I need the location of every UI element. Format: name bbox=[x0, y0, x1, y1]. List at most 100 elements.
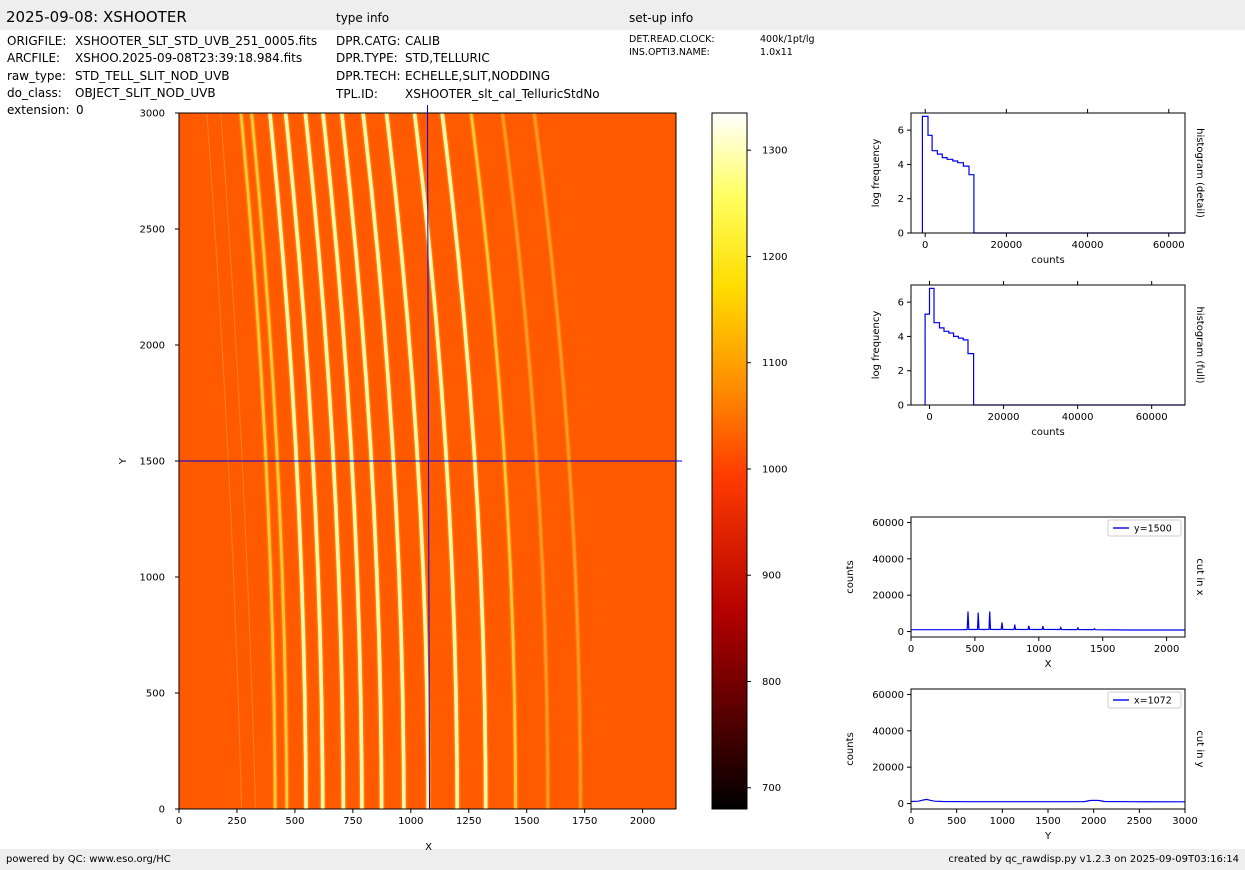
x-tick-label: 2000 bbox=[1081, 816, 1106, 827]
raw-type-key: raw_type: bbox=[7, 69, 66, 83]
y-tick-label: 40000 bbox=[872, 554, 904, 565]
dpr-tech-value: ECHELLE,SLIT,NODDING bbox=[405, 69, 551, 83]
colorbar-tick-label: 700 bbox=[762, 783, 781, 794]
x-axis-label: Y bbox=[1044, 831, 1052, 842]
arcfile-value: XSHOO.2025-09-08T23:39:18.984.fits bbox=[75, 51, 303, 65]
dpr-type-key: DPR.TYPE: bbox=[336, 51, 398, 65]
histogram-full-panel: 0 20000 40000 60000 0 2 4 6 counts log frequency h… bbox=[871, 281, 1205, 438]
page-title: 2025-09-08: XSHOOTER bbox=[6, 8, 187, 26]
x-tick-label: 1250 bbox=[456, 816, 481, 827]
series-line bbox=[910, 798, 1186, 803]
x-tick-label: 40000 bbox=[1072, 240, 1104, 251]
side-label: cut in y bbox=[1194, 730, 1205, 767]
footer-bar bbox=[0, 849, 1245, 870]
tpl-id-key: TPL.ID: bbox=[336, 87, 378, 101]
x-tick-label: 2000 bbox=[1154, 644, 1179, 655]
colorbar-tick-label: 1100 bbox=[762, 358, 787, 369]
origfile-key: ORIGFILE: bbox=[7, 34, 67, 48]
y-tick-label: 500 bbox=[146, 689, 165, 700]
legend-label: x=1072 bbox=[1134, 696, 1172, 707]
x-tick-label: 20000 bbox=[988, 412, 1020, 423]
setup-info-heading: set-up info bbox=[629, 11, 694, 25]
footer-right: created by qc_rawdisp.py v1.2.3 on 2025-… bbox=[948, 854, 1239, 865]
colorbar-tick-label: 800 bbox=[762, 677, 781, 688]
x-tick-label: 500 bbox=[947, 816, 966, 827]
x-tick-label: 1500 bbox=[1090, 644, 1115, 655]
y-axis-label: log frequency bbox=[871, 139, 882, 208]
legend-box bbox=[1107, 519, 1182, 537]
y-tick-label: 20000 bbox=[872, 763, 904, 774]
y-axis-label: counts bbox=[845, 732, 856, 765]
ins-opti3-name-key: INS.OPTI3.NAME: bbox=[629, 47, 710, 58]
series-line bbox=[921, 115, 1185, 234]
footer-left: powered by QC: www.eso.org/HC bbox=[6, 854, 171, 865]
x-axis-label: X bbox=[425, 842, 432, 853]
plot-frame bbox=[910, 688, 1186, 810]
origfile-value: XSHOOTER_SLT_STD_UVB_251_0005.fits bbox=[75, 34, 318, 48]
x-tick-label: 1000 bbox=[1026, 644, 1051, 655]
x-tick-label: 1000 bbox=[398, 816, 423, 827]
do-class-value: OBJECT_SLIT_NOD_UVB bbox=[75, 86, 216, 100]
x-tick-label: 40000 bbox=[1062, 412, 1094, 423]
cut-in-y-panel: 0 500 1000 1500 2000 2500 3000 0 20000 40000 60000… bbox=[845, 688, 1205, 842]
y-axis-label: Y bbox=[118, 457, 129, 465]
dpr-tech-key: DPR.TECH: bbox=[336, 69, 401, 83]
legend-box bbox=[1107, 691, 1182, 709]
tpl-id-value: XSHOOTER_slt_cal_TelluricStdNo bbox=[405, 87, 600, 101]
x-tick-label: 0 bbox=[922, 240, 928, 251]
legend-label: y=1500 bbox=[1134, 524, 1172, 535]
y-tick-label: 1000 bbox=[140, 573, 165, 584]
x-tick-label: 1500 bbox=[1035, 816, 1060, 827]
x-tick-label: 500 bbox=[285, 816, 304, 827]
y-tick-label: 6 bbox=[898, 126, 904, 137]
x-tick-label: 20000 bbox=[990, 240, 1022, 251]
y-tick-label: 4 bbox=[898, 160, 904, 171]
side-label: cut in x bbox=[1194, 558, 1205, 595]
type-info-heading: type info bbox=[336, 11, 390, 25]
colorbar-tick-label: 1200 bbox=[762, 252, 787, 263]
x-axis-label: counts bbox=[1031, 255, 1064, 266]
y-tick-label: 2 bbox=[898, 366, 904, 377]
extension-key: extension: bbox=[7, 103, 70, 117]
x-tick-label: 0 bbox=[926, 412, 932, 423]
y-tick-label: 2500 bbox=[140, 225, 165, 236]
y-tick-label: 0 bbox=[898, 799, 904, 810]
raw-type-value: STD_TELL_SLIT_NOD_UVB bbox=[75, 69, 230, 83]
x-tick-label: 0 bbox=[176, 816, 182, 827]
x-tick-label: 1000 bbox=[990, 816, 1015, 827]
plot-frame bbox=[910, 112, 1186, 234]
colorbar-tick-label: 900 bbox=[762, 571, 781, 582]
image-panel: 0 250 500 750 1000 1250 1500 1750 2000 0 500 1000 15… bbox=[118, 104, 682, 853]
y-tick-label: 1500 bbox=[140, 457, 165, 468]
y-tick-label: 40000 bbox=[872, 726, 904, 737]
x-tick-label: 0 bbox=[908, 644, 914, 655]
x-tick-label: 750 bbox=[343, 816, 362, 827]
y-tick-label: 0 bbox=[898, 229, 904, 240]
x-tick-label: 1750 bbox=[572, 816, 597, 827]
det-read-clock-key: DET.READ.CLOCK: bbox=[629, 34, 715, 45]
y-tick-label: 60000 bbox=[872, 690, 904, 701]
colorbar-gradient bbox=[711, 112, 748, 810]
ins-opti3-name-value: 1.0x11 bbox=[760, 47, 793, 58]
histogram-detail-panel: 0 20000 40000 60000 0 2 4 6 counts log frequency h… bbox=[871, 109, 1205, 266]
colorbar-panel: 700 800 900 1000 1100 1200 1300 bbox=[711, 112, 787, 810]
y-tick-label: 4 bbox=[898, 332, 904, 343]
plot-frame bbox=[910, 284, 1186, 406]
x-tick-label: 500 bbox=[965, 644, 984, 655]
y-tick-label: 0 bbox=[159, 805, 165, 816]
y-tick-label: 0 bbox=[898, 401, 904, 412]
x-tick-label: 60000 bbox=[1153, 240, 1185, 251]
y-tick-label: 2 bbox=[898, 194, 904, 205]
x-tick-label: 250 bbox=[227, 816, 246, 827]
arcfile-key: ARCFILE: bbox=[7, 51, 61, 65]
y-tick-label: 20000 bbox=[872, 591, 904, 602]
plot-frame bbox=[910, 516, 1186, 638]
extension-value: 0 bbox=[76, 103, 84, 117]
y-axis-label: log frequency bbox=[871, 311, 882, 380]
y-tick-label: 6 bbox=[898, 298, 904, 309]
x-tick-label: 0 bbox=[908, 816, 914, 827]
det-read-clock-value: 400k/1pt/lg bbox=[760, 34, 815, 45]
dpr-catg-value: CALIB bbox=[405, 34, 441, 48]
side-label: histogram (detail) bbox=[1194, 128, 1205, 218]
